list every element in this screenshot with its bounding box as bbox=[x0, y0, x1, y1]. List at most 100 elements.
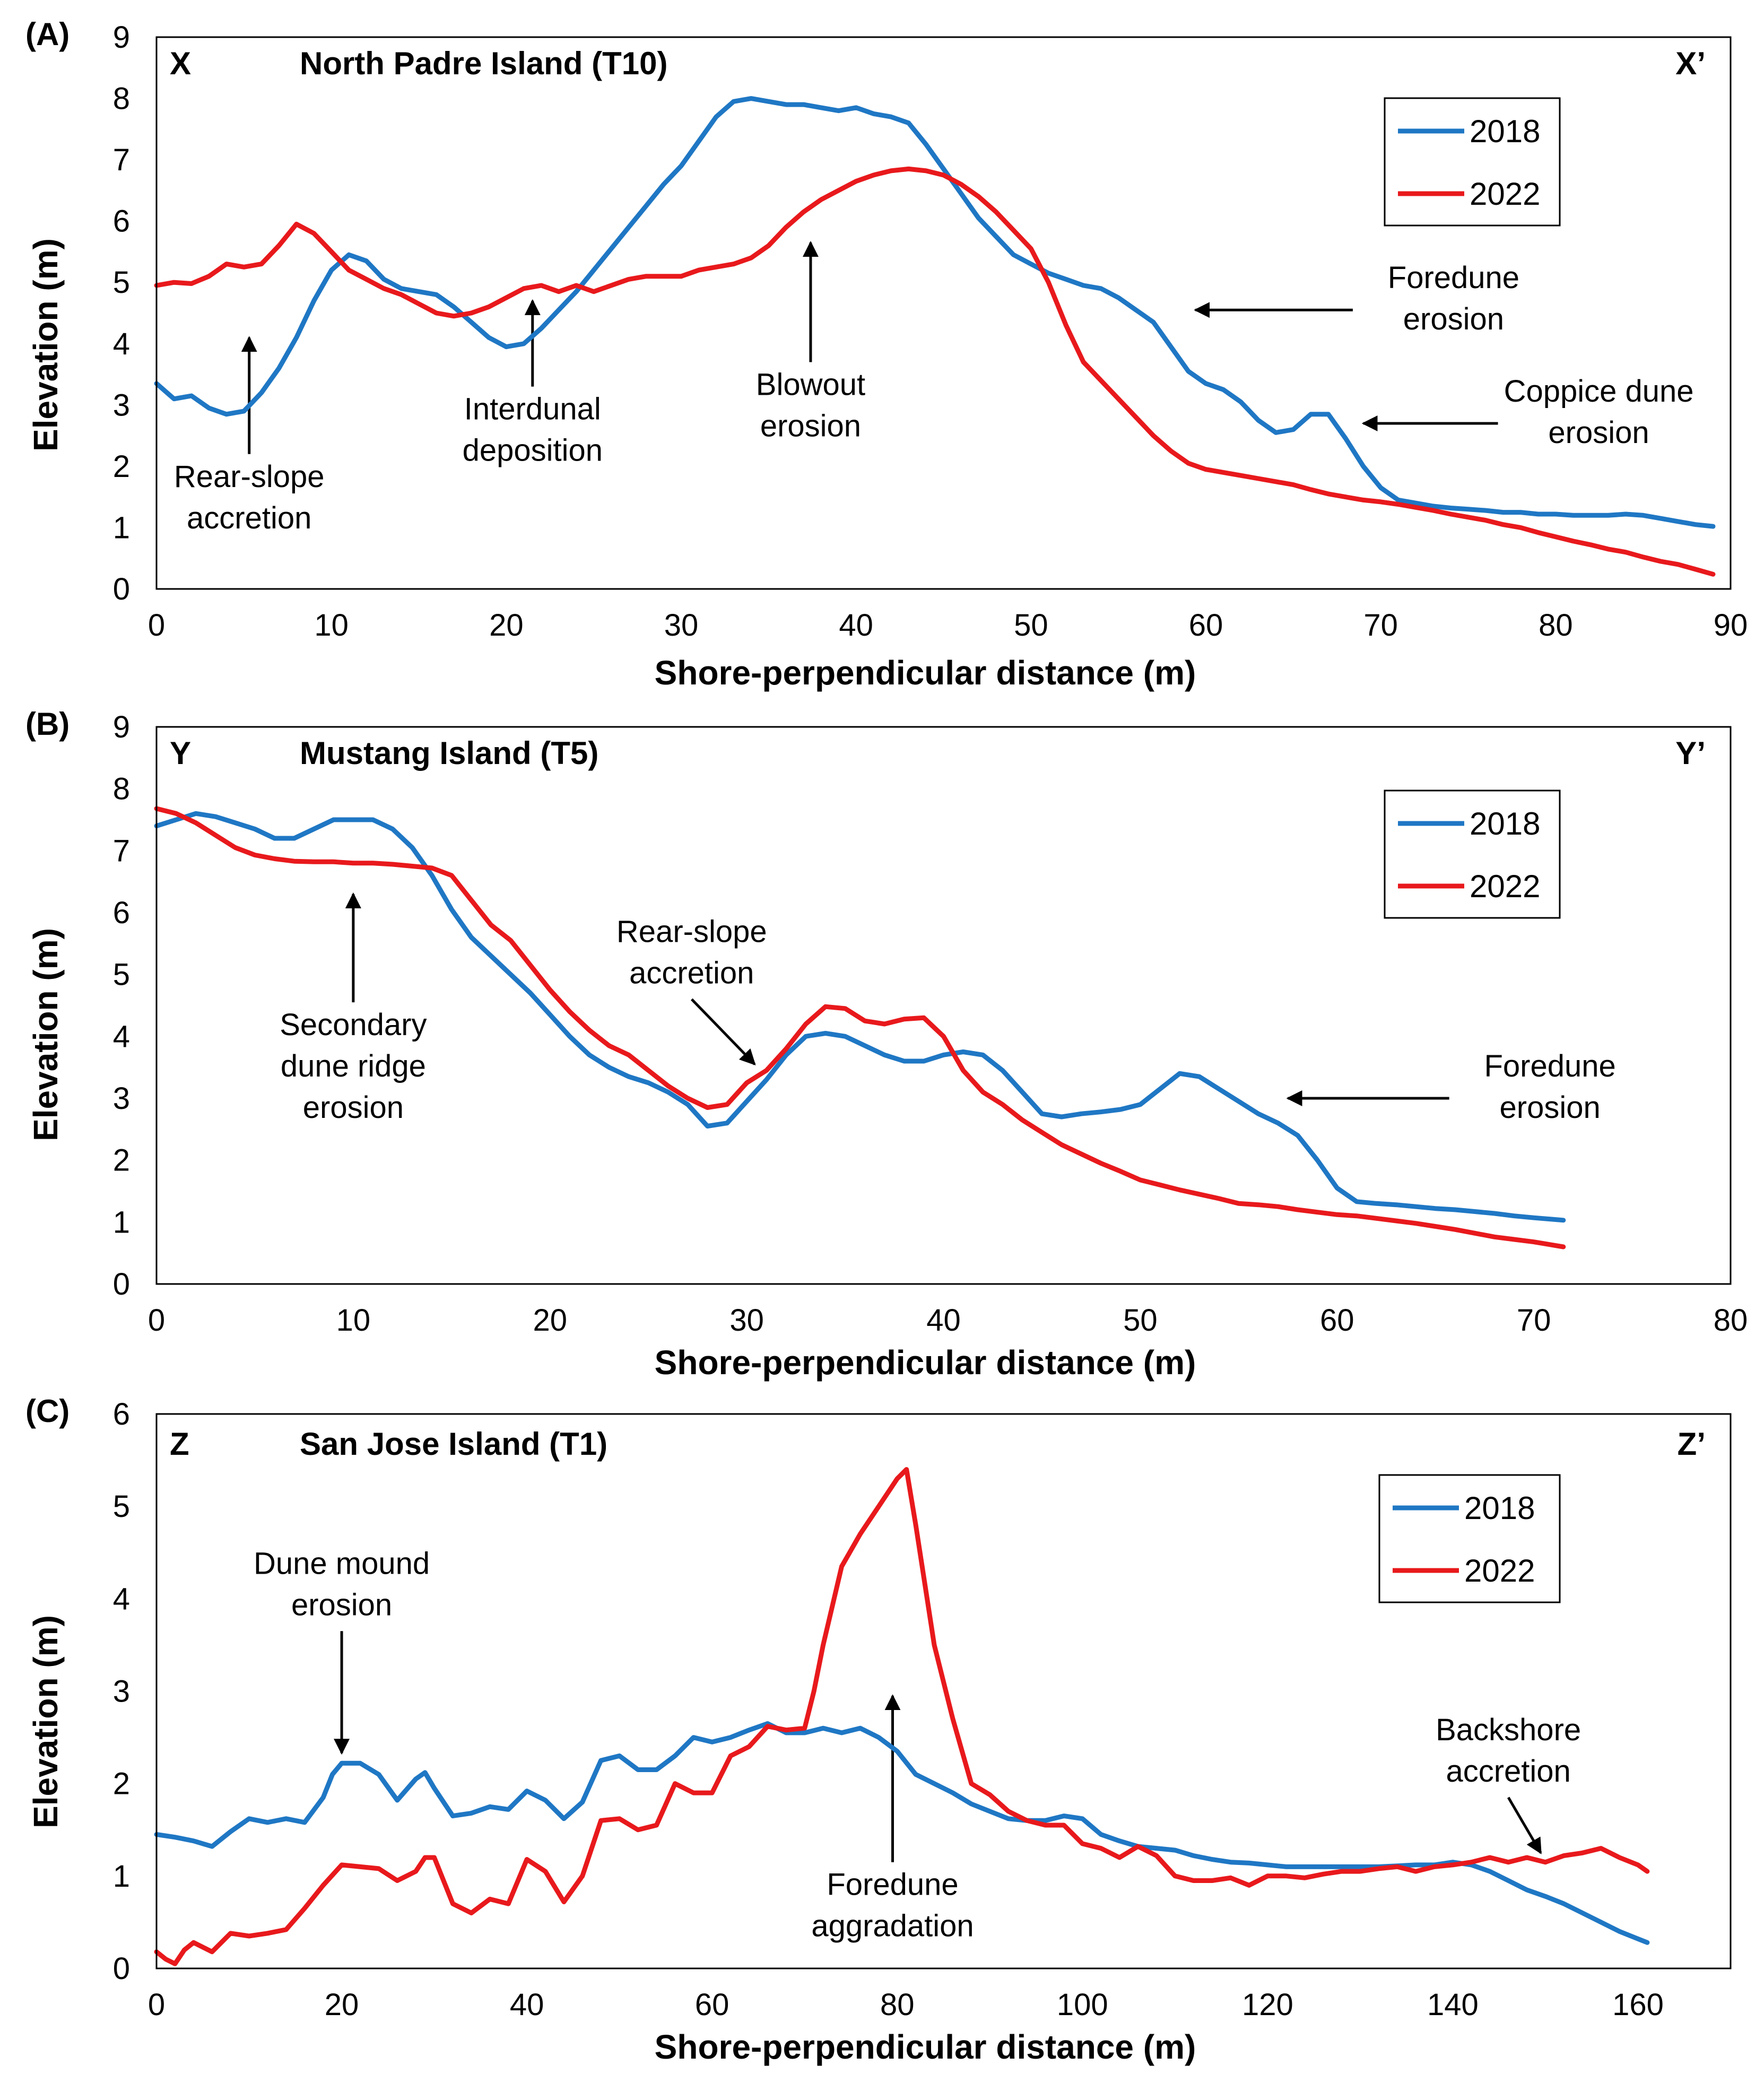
panel-c-series bbox=[154, 1467, 1650, 1966]
x-tick-label: 0 bbox=[148, 1303, 165, 1338]
series-line-2022 bbox=[154, 806, 1566, 1249]
panel-c-ticks: 0 20 40 60 80 100 120 140 160 0 1 2 3 4 5 6 bbox=[113, 1397, 1664, 2022]
annotation-label: Rear-slope bbox=[616, 914, 767, 949]
annotation-label: Foredune bbox=[827, 1868, 958, 1902]
annotation-label: Rear-slope bbox=[174, 459, 325, 494]
annotation-arrow bbox=[1507, 1797, 1542, 1854]
x-tick-label: 40 bbox=[926, 1303, 961, 1338]
annotation-arrow bbox=[690, 998, 756, 1065]
annotation-label: erosion bbox=[760, 409, 861, 443]
annotation-label: Backshore bbox=[1436, 1713, 1581, 1747]
panel-a: (A) X North Padre Island (T10) X’ Shore-… bbox=[25, 16, 1748, 692]
legend-label-2022: 2022 bbox=[1470, 869, 1540, 904]
panel-c-label: (C) bbox=[25, 1393, 69, 1429]
annotation-label: accretion bbox=[187, 501, 311, 535]
legend-label-2018: 2018 bbox=[1470, 114, 1540, 149]
annotation-label: erosion bbox=[303, 1090, 404, 1125]
y-tick-label: 0 bbox=[113, 572, 130, 606]
legend-box bbox=[1384, 97, 1561, 227]
annotation-label: erosion bbox=[291, 1587, 392, 1622]
x-tick-label: 80 bbox=[1539, 608, 1573, 643]
annotation-label: Dune mound bbox=[254, 1546, 430, 1581]
x-tick-label: 70 bbox=[1517, 1303, 1551, 1338]
series-line-2022 bbox=[154, 166, 1716, 577]
y-tick-label: 6 bbox=[113, 1397, 130, 1431]
panel-a-right-label: X’ bbox=[1675, 46, 1706, 81]
panel-a-x-axis-title: Shore-perpendicular distance (m) bbox=[655, 654, 1196, 692]
panel-b-y-axis-title: Elevation (m) bbox=[27, 928, 65, 1141]
legend-label-2022: 2022 bbox=[1464, 1553, 1535, 1589]
legend-label-2022: 2022 bbox=[1470, 176, 1540, 212]
panel-b-x-axis-title: Shore-perpendicular distance (m) bbox=[655, 1343, 1196, 1382]
series-line-2018 bbox=[154, 811, 1566, 1223]
panel-c-left-label: Z bbox=[170, 1426, 189, 1462]
panel-c-y-axis-title: Elevation (m) bbox=[27, 1615, 65, 1828]
annotation-label: Secondary bbox=[280, 1008, 427, 1042]
panel-b-plot-frame bbox=[155, 726, 1732, 1285]
annotation-label: Foredune bbox=[1388, 261, 1519, 295]
panel-c-plot-frame bbox=[155, 1413, 1732, 1969]
y-tick-label: 6 bbox=[113, 896, 130, 930]
annotation-label: Foredune bbox=[1484, 1049, 1616, 1083]
x-tick-label: 50 bbox=[1123, 1303, 1158, 1338]
panel-c-annotations: Dune mound erosion Foredune aggradation Back… bbox=[254, 1546, 1581, 1943]
y-tick-label: 1 bbox=[113, 1205, 130, 1239]
y-tick-label: 4 bbox=[113, 1019, 130, 1054]
legend-label-2018: 2018 bbox=[1464, 1490, 1535, 1526]
y-tick-label: 2 bbox=[113, 1767, 130, 1801]
panel-c-legend: 2018 2022 bbox=[1378, 1474, 1561, 1603]
panel-a-label: (A) bbox=[25, 16, 69, 52]
panel-a-left-label: X bbox=[170, 46, 191, 81]
legend-label-2018: 2018 bbox=[1470, 806, 1540, 841]
panel-a-annotations: Rear-slope accretion Interdunal deposition B… bbox=[174, 241, 1694, 535]
series-line-2022 bbox=[154, 1467, 1650, 1966]
y-tick-label: 6 bbox=[113, 204, 130, 239]
x-tick-label: 30 bbox=[729, 1303, 764, 1338]
annotation-label: accretion bbox=[629, 956, 754, 990]
legend-box bbox=[1384, 789, 1561, 919]
y-tick-label: 0 bbox=[113, 1951, 130, 1986]
x-tick-label: 50 bbox=[1014, 608, 1048, 643]
panel-b-left-label: Y bbox=[170, 735, 191, 771]
x-tick-label: 80 bbox=[880, 1988, 915, 2022]
panel-b-ticks: 0 10 20 30 40 50 60 70 80 0 1 2 3 4 5 6 7 8 9 bbox=[113, 710, 1748, 1338]
panel-c-title: San Jose Island (T1) bbox=[300, 1426, 607, 1462]
y-tick-label: 1 bbox=[113, 510, 130, 545]
panel-b-legend: 2018 2022 bbox=[1384, 789, 1561, 919]
annotation-label: accretion bbox=[1446, 1754, 1570, 1789]
x-tick-label: 120 bbox=[1242, 1988, 1293, 2022]
x-tick-label: 160 bbox=[1612, 1988, 1664, 2022]
x-tick-label: 60 bbox=[695, 1988, 729, 2022]
y-tick-label: 4 bbox=[113, 1582, 130, 1616]
panel-c-x-axis-title: Shore-perpendicular distance (m) bbox=[655, 2028, 1196, 2066]
y-tick-label: 3 bbox=[113, 1081, 130, 1116]
x-tick-label: 40 bbox=[839, 608, 873, 643]
panel-a-series bbox=[154, 96, 1716, 577]
x-tick-label: 60 bbox=[1189, 608, 1223, 643]
y-tick-label: 9 bbox=[113, 710, 130, 744]
panel-a-ticks: 0 10 20 30 40 50 60 70 80 90 0 1 2 3 4 5 6 7 8 9 bbox=[113, 20, 1748, 643]
y-tick-label: 5 bbox=[113, 265, 130, 300]
panel-c-right-label: Z’ bbox=[1678, 1426, 1706, 1462]
y-tick-label: 5 bbox=[113, 1489, 130, 1524]
y-tick-label: 3 bbox=[113, 1674, 130, 1709]
panel-b: (B) Y Mustang Island (T5) Y’ Shore-perpe… bbox=[25, 706, 1748, 1382]
y-tick-label: 2 bbox=[113, 449, 130, 484]
panel-a-y-axis-title: Elevation (m) bbox=[27, 238, 65, 452]
x-tick-label: 20 bbox=[533, 1303, 567, 1338]
series-line-2018 bbox=[154, 96, 1716, 529]
y-tick-label: 4 bbox=[113, 327, 130, 361]
x-tick-label: 140 bbox=[1427, 1988, 1479, 2022]
panel-b-label: (B) bbox=[25, 706, 69, 742]
panel-a-title: North Padre Island (T10) bbox=[300, 46, 667, 81]
y-tick-label: 9 bbox=[113, 20, 130, 55]
panel-a-plot-frame bbox=[155, 36, 1732, 590]
x-tick-label: 0 bbox=[148, 608, 165, 643]
x-tick-label: 70 bbox=[1363, 608, 1398, 643]
panel-c: (C) Z San Jose Island (T1) Z’ Shore-perp… bbox=[25, 1393, 1732, 2066]
x-tick-label: 20 bbox=[325, 1988, 359, 2022]
annotation-label: Blowout bbox=[756, 367, 865, 402]
y-tick-label: 0 bbox=[113, 1267, 130, 1301]
x-tick-label: 30 bbox=[664, 608, 699, 643]
y-tick-label: 5 bbox=[113, 958, 130, 992]
